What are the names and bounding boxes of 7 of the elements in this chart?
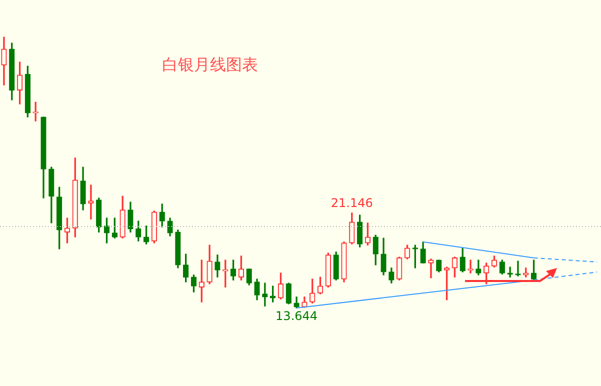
candlestick <box>88 184 94 220</box>
text: 白银月线图表 <box>161 55 259 76</box>
annotation: 13.644 <box>276 309 318 324</box>
candlestick <box>515 260 521 276</box>
annotation: 21.146 <box>330 196 373 210</box>
candlestick <box>468 260 474 274</box>
candlestick <box>428 258 434 278</box>
